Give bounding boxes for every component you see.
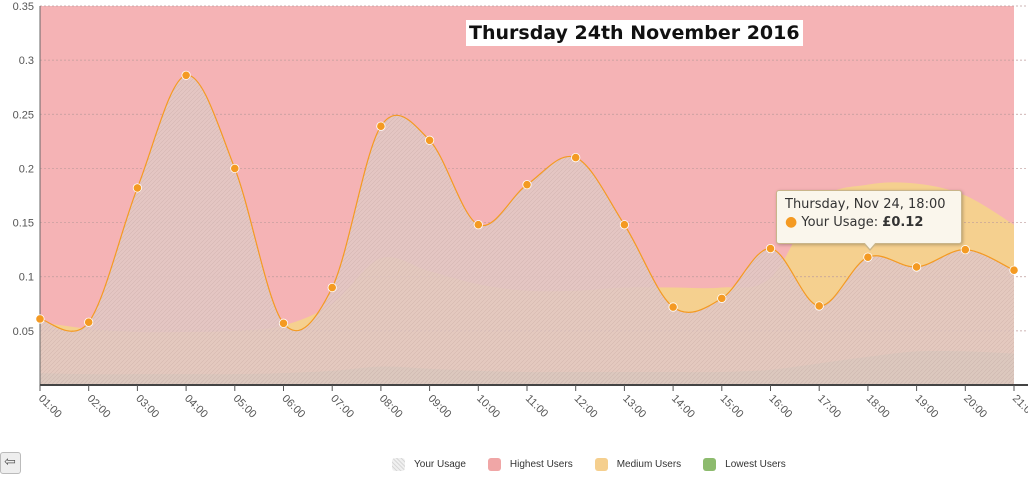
legend-item-your-usage[interactable]: Your Usage bbox=[392, 457, 466, 471]
x-tick-label: 13:00 bbox=[620, 393, 648, 421]
x-tick-label: 08:00 bbox=[377, 393, 405, 421]
legend-item-highest-users[interactable]: Highest Users bbox=[487, 457, 573, 471]
y-tick-label: 0.1 bbox=[19, 272, 34, 284]
legend-swatch-your-usage bbox=[392, 457, 405, 471]
data-point bbox=[814, 301, 824, 311]
legend-swatch-medium-users bbox=[594, 457, 608, 471]
x-tick-label: 11:00 bbox=[523, 393, 550, 420]
x-tick-label: 02:00 bbox=[85, 393, 113, 421]
y-tick-label: 0.2 bbox=[19, 163, 34, 175]
arrow-left-icon: ⇦ bbox=[4, 454, 16, 470]
data-point bbox=[911, 262, 922, 272]
y-tick-label: 0.15 bbox=[13, 218, 34, 230]
chart-title: Thursday 24th November 2016 bbox=[466, 20, 803, 46]
x-tick-label: 03:00 bbox=[133, 393, 161, 421]
data-point bbox=[668, 302, 678, 312]
x-tick-label: 16:00 bbox=[766, 393, 794, 421]
x-tick-label: 07:00 bbox=[328, 393, 356, 421]
x-tick-label: 19:00 bbox=[912, 393, 940, 421]
legend-item-medium-users[interactable]: Medium Users bbox=[594, 457, 682, 471]
legend: Your Usage Highest Users Medium Users Lo… bbox=[392, 456, 786, 472]
x-tick-label: 15:00 bbox=[718, 393, 746, 421]
data-point bbox=[522, 180, 532, 190]
back-button[interactable]: ⇦ bbox=[0, 452, 21, 474]
y-tick-label: 0.35 bbox=[13, 1, 34, 13]
x-tick-label: 20:00 bbox=[961, 393, 989, 421]
legend-label-your-usage: Your Usage bbox=[414, 458, 466, 470]
data-point bbox=[717, 293, 727, 303]
tooltip-pointer bbox=[863, 242, 877, 251]
x-tick-label: 12:00 bbox=[572, 393, 600, 421]
data-point bbox=[35, 314, 45, 324]
x-tick-label: 09:00 bbox=[425, 393, 453, 421]
tooltip-label: Your Usage: bbox=[801, 215, 879, 230]
data-point bbox=[619, 220, 630, 230]
x-tick-label: 14:00 bbox=[669, 393, 697, 421]
legend-label-medium-users: Medium Users bbox=[616, 458, 682, 470]
data-point bbox=[181, 70, 191, 80]
area-your-usage bbox=[40, 75, 1014, 386]
x-tick-label: 06:00 bbox=[279, 393, 307, 421]
data-point bbox=[278, 318, 289, 328]
x-tick-label: 05:00 bbox=[231, 393, 259, 421]
legend-swatch-lowest-users bbox=[703, 457, 717, 471]
x-tick-label: 10:00 bbox=[474, 393, 502, 421]
data-point bbox=[424, 135, 435, 145]
x-tick-label: 21:00 bbox=[1010, 393, 1028, 421]
legend-item-lowest-users[interactable]: Lowest Users bbox=[703, 457, 786, 471]
data-point bbox=[327, 282, 337, 293]
data-point bbox=[132, 183, 142, 193]
tooltip-title: Thursday, Nov 24, 18:00 bbox=[785, 197, 946, 212]
y-tick-label: 0.3 bbox=[19, 55, 34, 67]
x-tick-label: 17:00 bbox=[815, 393, 843, 421]
tooltip-value: £0.12 bbox=[882, 215, 924, 230]
x-tick-label: 01:00 bbox=[36, 393, 64, 421]
legend-swatch-highest-users bbox=[487, 457, 501, 471]
data-point bbox=[84, 317, 94, 327]
data-point bbox=[230, 163, 240, 174]
y-tick-label: 0.25 bbox=[13, 109, 34, 121]
tooltip: Thursday, Nov 24, 18:00 ● Your Usage: £0… bbox=[776, 190, 962, 251]
y-tick-label: 0.05 bbox=[13, 326, 34, 338]
data-point bbox=[960, 245, 970, 255]
x-tick-label: 18:00 bbox=[864, 393, 892, 421]
legend-label-lowest-users: Lowest Users bbox=[725, 458, 786, 470]
tooltip-series-dot: ● bbox=[785, 214, 798, 230]
data-point bbox=[765, 243, 776, 254]
x-tick-label: 04:00 bbox=[182, 393, 210, 421]
data-point bbox=[473, 220, 483, 230]
data-point bbox=[1009, 265, 1019, 275]
data-point bbox=[571, 153, 581, 163]
data-point bbox=[863, 252, 873, 262]
legend-label-highest-users: Highest Users bbox=[509, 458, 573, 470]
data-point bbox=[376, 121, 386, 131]
